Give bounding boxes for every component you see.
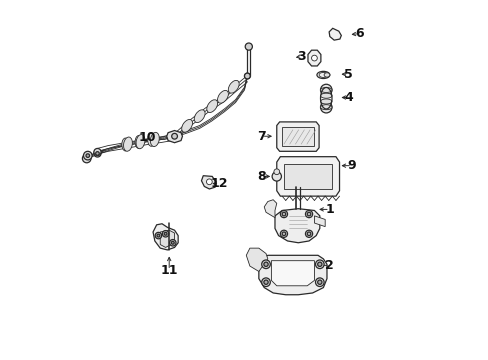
Text: 11: 11 (160, 264, 178, 277)
Circle shape (96, 152, 99, 155)
Ellipse shape (147, 134, 155, 146)
Ellipse shape (194, 110, 204, 122)
Polygon shape (264, 200, 276, 218)
Text: 9: 9 (347, 159, 356, 172)
Circle shape (155, 232, 162, 239)
Circle shape (280, 230, 287, 237)
Text: 12: 12 (210, 177, 228, 190)
Ellipse shape (319, 72, 327, 77)
Ellipse shape (228, 80, 239, 93)
Polygon shape (246, 248, 267, 271)
Ellipse shape (316, 71, 329, 78)
Circle shape (169, 239, 176, 246)
Circle shape (320, 84, 331, 96)
Circle shape (305, 230, 312, 237)
Ellipse shape (217, 90, 228, 103)
Ellipse shape (320, 105, 331, 110)
Circle shape (264, 262, 267, 266)
Polygon shape (201, 176, 215, 189)
Circle shape (315, 278, 324, 287)
Ellipse shape (123, 137, 132, 151)
Circle shape (261, 260, 270, 269)
Polygon shape (160, 230, 174, 247)
Polygon shape (314, 216, 325, 226)
Circle shape (82, 154, 91, 163)
Circle shape (305, 211, 312, 218)
Text: 1: 1 (325, 203, 333, 216)
Text: 3: 3 (297, 50, 305, 63)
Circle shape (244, 73, 250, 79)
Polygon shape (271, 261, 314, 286)
Polygon shape (153, 224, 178, 250)
Circle shape (320, 102, 331, 113)
Circle shape (264, 280, 267, 284)
Circle shape (317, 262, 321, 266)
Circle shape (94, 150, 101, 157)
Polygon shape (276, 122, 319, 151)
Polygon shape (274, 209, 319, 243)
Text: 2: 2 (325, 259, 333, 272)
Circle shape (282, 212, 285, 216)
Circle shape (282, 232, 285, 235)
Circle shape (244, 73, 250, 79)
Polygon shape (282, 127, 313, 146)
Text: 7: 7 (257, 130, 265, 143)
Circle shape (83, 151, 92, 160)
Circle shape (86, 154, 89, 157)
Ellipse shape (122, 138, 129, 151)
Polygon shape (328, 28, 341, 40)
Ellipse shape (150, 132, 159, 147)
Ellipse shape (135, 135, 142, 148)
Circle shape (171, 241, 174, 244)
Polygon shape (166, 131, 182, 143)
Text: 4: 4 (344, 91, 352, 104)
Text: 6: 6 (354, 27, 363, 40)
Polygon shape (258, 255, 326, 295)
Circle shape (317, 280, 321, 284)
Ellipse shape (206, 100, 217, 112)
Circle shape (94, 148, 101, 156)
Circle shape (306, 212, 310, 216)
Circle shape (171, 134, 177, 139)
Ellipse shape (182, 120, 192, 132)
Circle shape (164, 232, 167, 235)
Polygon shape (307, 50, 320, 66)
Circle shape (306, 232, 310, 235)
Circle shape (261, 278, 270, 287)
Ellipse shape (324, 73, 329, 77)
Ellipse shape (320, 93, 331, 98)
Circle shape (315, 260, 324, 269)
Circle shape (206, 179, 212, 185)
Polygon shape (284, 164, 332, 189)
Text: 8: 8 (257, 170, 265, 183)
Circle shape (280, 211, 287, 218)
Circle shape (162, 230, 168, 237)
Text: 5: 5 (344, 68, 352, 81)
Circle shape (157, 234, 160, 237)
Polygon shape (276, 157, 339, 196)
Ellipse shape (320, 87, 331, 93)
Ellipse shape (136, 135, 144, 149)
Circle shape (271, 172, 281, 181)
Circle shape (273, 169, 279, 175)
Circle shape (244, 43, 252, 50)
Ellipse shape (320, 99, 331, 104)
Circle shape (311, 55, 317, 61)
Text: 10: 10 (139, 131, 156, 144)
